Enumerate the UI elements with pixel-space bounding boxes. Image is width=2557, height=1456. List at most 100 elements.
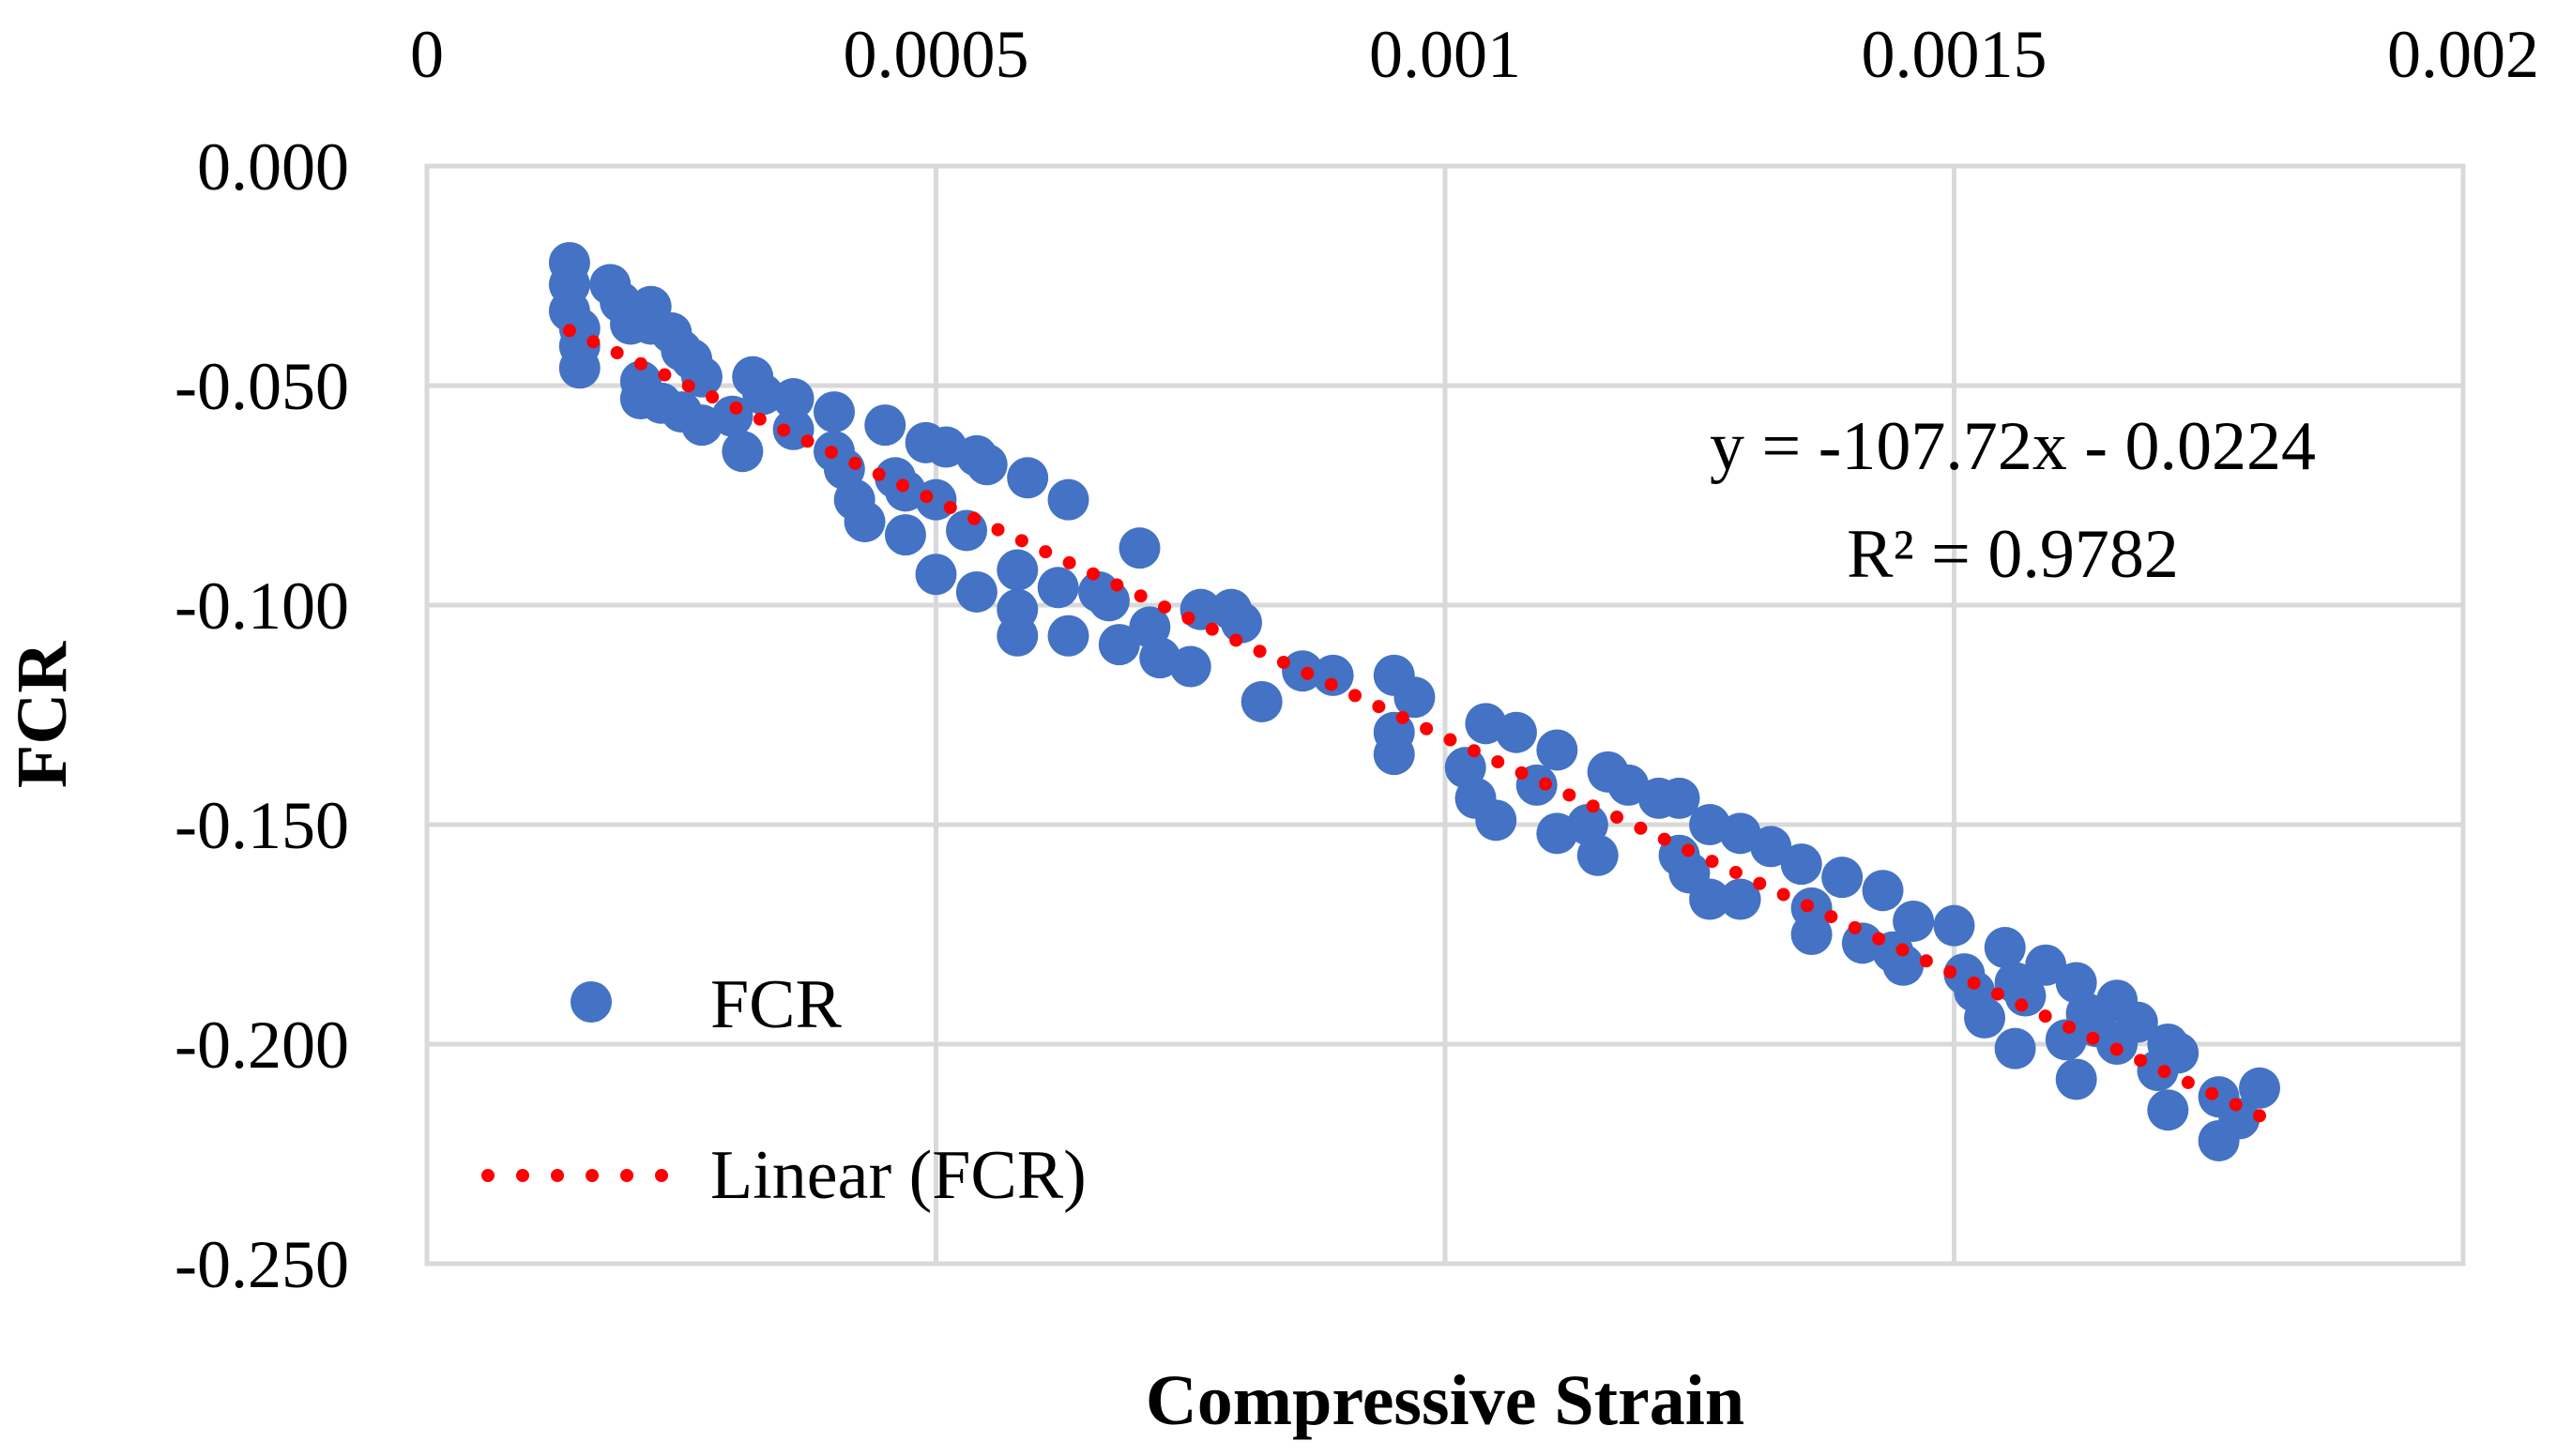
legend-trend-dot	[655, 1169, 668, 1182]
data-point	[1658, 777, 1700, 819]
x-axis-title: Compressive Strain	[1146, 1361, 1744, 1440]
y-tick-label: -0.050	[175, 349, 349, 424]
data-point	[711, 395, 753, 437]
y-axis-ticks: 0.000 -0.050 -0.100 -0.150 -0.200 -0.250	[175, 129, 349, 1302]
y-tick-label: -0.100	[175, 569, 349, 644]
trendline-dot	[2205, 1086, 2219, 1100]
x-tick-label: 0.002	[2387, 17, 2539, 92]
data-point	[1576, 834, 1619, 876]
y-tick-label: 0.000	[197, 129, 349, 205]
data-point	[1790, 914, 1833, 955]
trendline-dot	[1919, 954, 1933, 968]
trendline-dot	[2038, 1009, 2052, 1024]
y-tick-label: -0.150	[175, 788, 349, 863]
y-tick-label: -0.200	[175, 1008, 349, 1083]
trendline-dot	[1562, 788, 1576, 802]
data-point	[1964, 996, 2006, 1039]
trendline-equation: y = -107.72x - 0.0224	[1710, 408, 2316, 485]
data-point	[722, 431, 764, 473]
trendline-dot	[1586, 799, 1600, 813]
trendline-dot	[1848, 920, 1862, 934]
trendline-dot	[824, 446, 838, 460]
trendline-dot	[896, 478, 910, 493]
data-point	[1037, 567, 1079, 609]
data-point	[946, 509, 988, 552]
data-point	[1169, 645, 1211, 688]
trendline-dot	[777, 423, 791, 437]
trendline-dot	[610, 345, 624, 359]
trendline-dot	[1229, 633, 1243, 647]
data-point	[1007, 457, 1049, 499]
data-point	[1475, 799, 1517, 842]
trendline-dot	[1086, 567, 1100, 581]
data-point	[1088, 580, 1130, 622]
data-point	[1098, 624, 1140, 666]
data-point	[844, 501, 886, 543]
data-point	[864, 404, 906, 447]
legend-trend-dot	[586, 1169, 599, 1182]
legend-label-fcr: FCR	[710, 966, 843, 1043]
trendline-dot	[1491, 755, 1505, 769]
trendline-dot	[1181, 611, 1195, 625]
trendline-dot	[920, 490, 934, 504]
trendline-dot	[1610, 811, 1624, 825]
trendline-dot	[634, 356, 648, 371]
y-tick-label: -0.250	[175, 1227, 349, 1302]
trendline-dot	[2015, 998, 2029, 1012]
data-point	[997, 614, 1039, 657]
trendline-dot	[1372, 700, 1386, 714]
data-point	[1893, 900, 1935, 942]
data-point	[884, 514, 926, 556]
trendline-dot	[1872, 932, 1886, 946]
trendline-dot	[1682, 843, 1696, 857]
trendline-dot	[681, 379, 695, 393]
data-point	[915, 554, 957, 596]
data-point	[1719, 878, 1761, 920]
legend-label-linear: Linear (FCR)	[710, 1137, 1087, 1214]
fcr-data-points	[548, 241, 2280, 1161]
x-tick-label: 0	[410, 17, 444, 92]
legend: FCR Linear (FCR)	[481, 966, 1087, 1214]
trendline-dot	[1324, 677, 1338, 691]
data-point	[2116, 1001, 2158, 1043]
trendline-dot	[991, 523, 1005, 537]
trendline-dot	[1110, 578, 1124, 592]
trendline-dot	[2086, 1031, 2100, 1045]
trendline-dot	[1467, 744, 1481, 758]
trendline-dot	[800, 434, 814, 448]
trendline-dot	[1705, 855, 1719, 869]
trendline-dot	[1395, 710, 1409, 724]
trendline-dot	[943, 500, 957, 514]
data-point	[966, 444, 1008, 486]
trendline-dot	[1801, 899, 1815, 913]
legend-marker-linear	[481, 1169, 668, 1182]
data-point	[772, 378, 814, 420]
data-point	[1119, 527, 1161, 569]
trendline-dot	[872, 467, 886, 481]
trendline-dot	[1824, 910, 1838, 924]
trendline-dot	[1348, 689, 1362, 703]
trendline-dot	[2253, 1109, 2266, 1123]
trendline-dot	[1039, 545, 1053, 559]
trendline-dot	[1895, 943, 1910, 957]
trendline-dot	[1728, 865, 1743, 879]
trendline-dot	[1276, 656, 1290, 670]
trendline-dot	[1301, 666, 1315, 680]
trendline-dot	[562, 324, 576, 338]
trendline-dot	[1443, 733, 1457, 747]
data-point	[1221, 601, 1262, 644]
trendline-dot	[2181, 1075, 2195, 1089]
data-point	[558, 347, 601, 389]
trendline-dot	[1134, 589, 1148, 603]
legend-marker-fcr	[571, 981, 612, 1023]
data-point	[1312, 654, 1354, 696]
trendline-dot	[2134, 1054, 2148, 1068]
x-tick-label: 0.0015	[1862, 17, 2047, 92]
trendline-dot	[1062, 555, 1076, 569]
data-point	[2147, 1089, 2189, 1131]
legend-trend-dot	[551, 1169, 564, 1182]
trendline-dot	[967, 511, 982, 525]
trendline-dot	[658, 368, 672, 382]
data-point	[2239, 1067, 2280, 1109]
